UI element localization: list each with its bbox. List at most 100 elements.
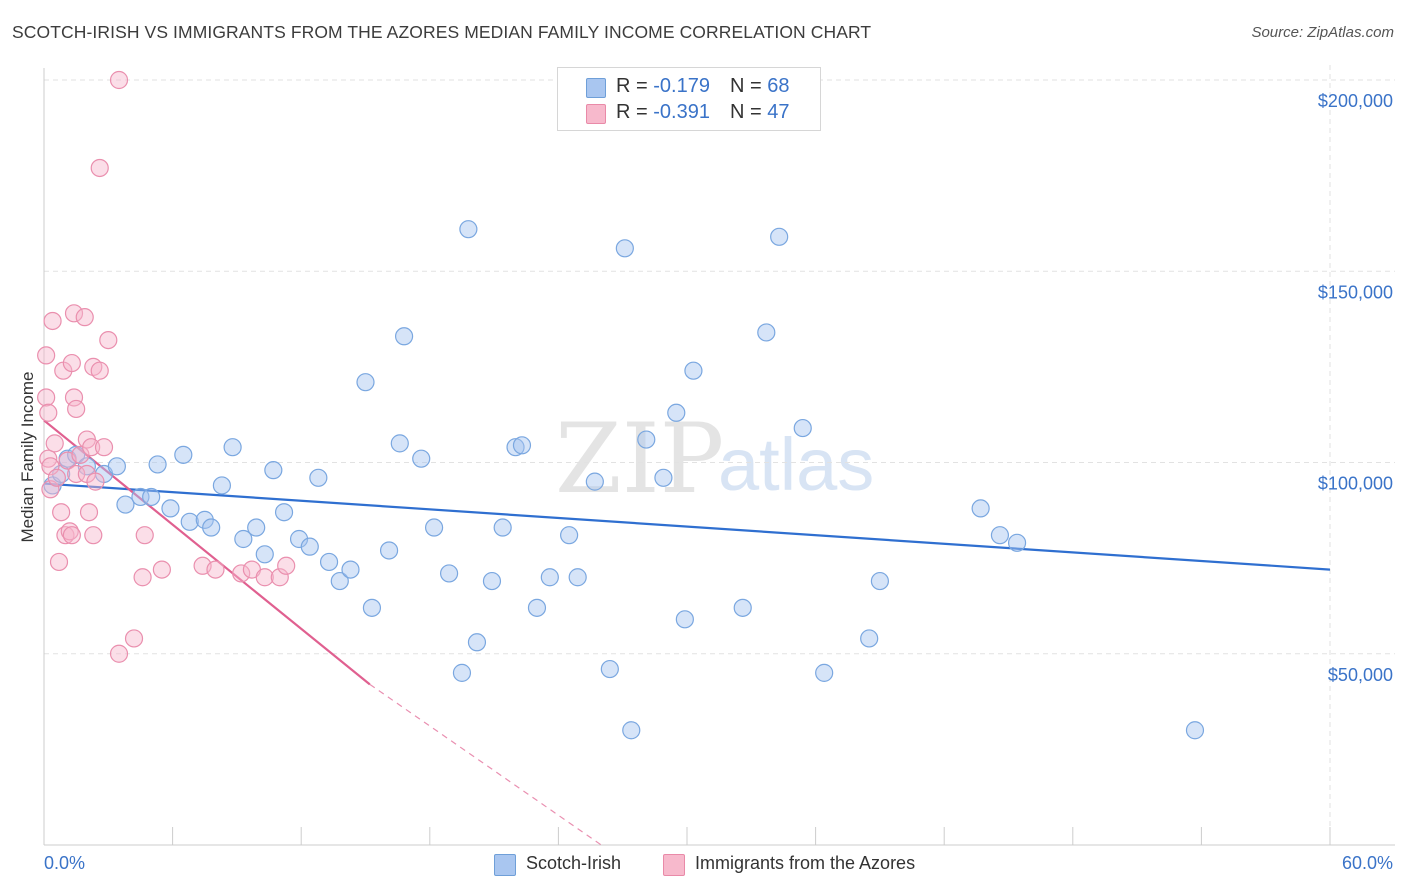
data-points [37, 70, 1205, 740]
scotch-irish-point [560, 526, 579, 545]
azores-point [62, 526, 81, 545]
azores-point [41, 457, 60, 476]
watermark-atlas: atlas [718, 423, 874, 506]
scotch-irish-point [585, 472, 604, 491]
azores-point [62, 353, 81, 373]
chart-title: SCOTCH-IRISH VS IMMIGRANTS FROM THE AZOR… [12, 22, 872, 42]
azores-point [37, 346, 56, 365]
azores-point [109, 70, 129, 90]
legend-swatch-pink [586, 104, 606, 124]
azores-point [109, 644, 129, 663]
scotch-irish-point [733, 598, 752, 617]
legend-r-label: R = [616, 101, 654, 123]
scotch-irish-point [390, 434, 409, 453]
scotch-irish-point [116, 495, 135, 514]
azores-point [133, 568, 152, 587]
scotch-irish-point [860, 629, 879, 648]
azores-point [64, 388, 84, 407]
scotch-irish-point [439, 564, 459, 583]
scotch-irish-point [223, 438, 242, 457]
azores-point [232, 564, 251, 583]
azores-point [86, 472, 105, 491]
scotch-irish-point [319, 552, 339, 572]
scotch-irish-point [161, 499, 180, 518]
tick-labels: $50,000 $100,000 $150,000 $200,000 0.0% 60.0% [44, 91, 1393, 873]
scotch-irish-point [174, 445, 193, 464]
axes [43, 68, 1395, 846]
azores-point [255, 568, 274, 587]
azores-trend-line [43, 419, 371, 686]
scotch-irish-point [527, 598, 547, 617]
scotch-irish-point [341, 560, 360, 579]
azores-point [270, 568, 289, 587]
legend-r-value: -0.391 [653, 101, 710, 123]
azores-point [41, 480, 60, 499]
scotch-irish-point [815, 663, 834, 682]
scotch-irish-point [459, 220, 478, 239]
azores-point [64, 304, 84, 323]
scotch-irish-point [506, 438, 525, 457]
scotch-irish-point [770, 227, 789, 246]
scotch-irish-point [264, 461, 283, 480]
azores-point [79, 503, 99, 522]
scotch-irish-point [1007, 533, 1027, 552]
scotch-irish-point [637, 430, 656, 449]
scotch-irish-point [379, 541, 399, 560]
scotch-irish-point [757, 323, 776, 342]
scotch-irish-point [412, 449, 431, 468]
scotch-irish-point [1185, 721, 1205, 740]
scotch-irish-point [300, 537, 319, 556]
azores-point [99, 331, 118, 350]
scotch-irish-point [148, 455, 167, 474]
scotch-irish-point [540, 568, 559, 587]
legend: R = -0.179 N = 68 R = -0.391 N = 47 [557, 67, 821, 131]
scotch-irish-point [667, 403, 686, 422]
scotch-irish-point [654, 468, 673, 487]
azores-point [67, 399, 86, 419]
azores-point [90, 158, 109, 178]
scotch-irish-point [234, 529, 253, 549]
scotch-irish-point [424, 518, 444, 537]
azores-trend-extension [369, 683, 602, 846]
scotch-irish-point [870, 571, 890, 591]
scotch-irish-point [255, 545, 274, 564]
zipatlas-watermark: ZIP atlas [555, 403, 874, 515]
y-tick-label: $200,000 [1318, 91, 1393, 111]
azores-point [47, 468, 66, 487]
y-tick-label: $100,000 [1318, 474, 1393, 494]
x-tick-label: 0.0% [44, 853, 85, 873]
watermark-zip: ZIP [555, 403, 724, 515]
azores-point [84, 526, 103, 545]
scotch-irish-point [247, 518, 266, 537]
trend-lines [43, 419, 1331, 846]
azores-point [82, 438, 101, 457]
scotch-irish-point [971, 499, 990, 518]
azores-point [37, 388, 56, 407]
scotch-irish-point [362, 598, 382, 617]
scotch-irish-point [990, 526, 1010, 545]
scotch-irish-point [512, 436, 532, 455]
legend-n-value: 47 [767, 101, 790, 123]
y-tick-label: $50,000 [1328, 665, 1393, 685]
legend-n-label: N = [729, 75, 768, 97]
azores-point [49, 552, 69, 572]
legend-swatch-blue [586, 78, 606, 98]
bottom-legend-swatch-pink [663, 854, 685, 876]
azores-point [124, 629, 144, 648]
scotch-irish-point [202, 518, 221, 537]
azores-point [67, 464, 86, 484]
scotch-irish-point [600, 659, 619, 679]
y-tick-label: $150,000 [1318, 282, 1393, 302]
scotch-irish-point [793, 418, 812, 438]
bottom-legend-label: Scotch-Irish [526, 853, 622, 873]
azores-point [39, 403, 58, 422]
scotch-irish-point [452, 663, 472, 682]
azores-point [152, 560, 171, 579]
azores-point [90, 361, 109, 380]
azores-point [277, 556, 296, 575]
scotch-irish-point [394, 327, 414, 346]
y-axis-label: Median Family Income [18, 371, 37, 543]
scotch-irish-point [493, 518, 512, 537]
scotch-irish-point [107, 457, 126, 476]
